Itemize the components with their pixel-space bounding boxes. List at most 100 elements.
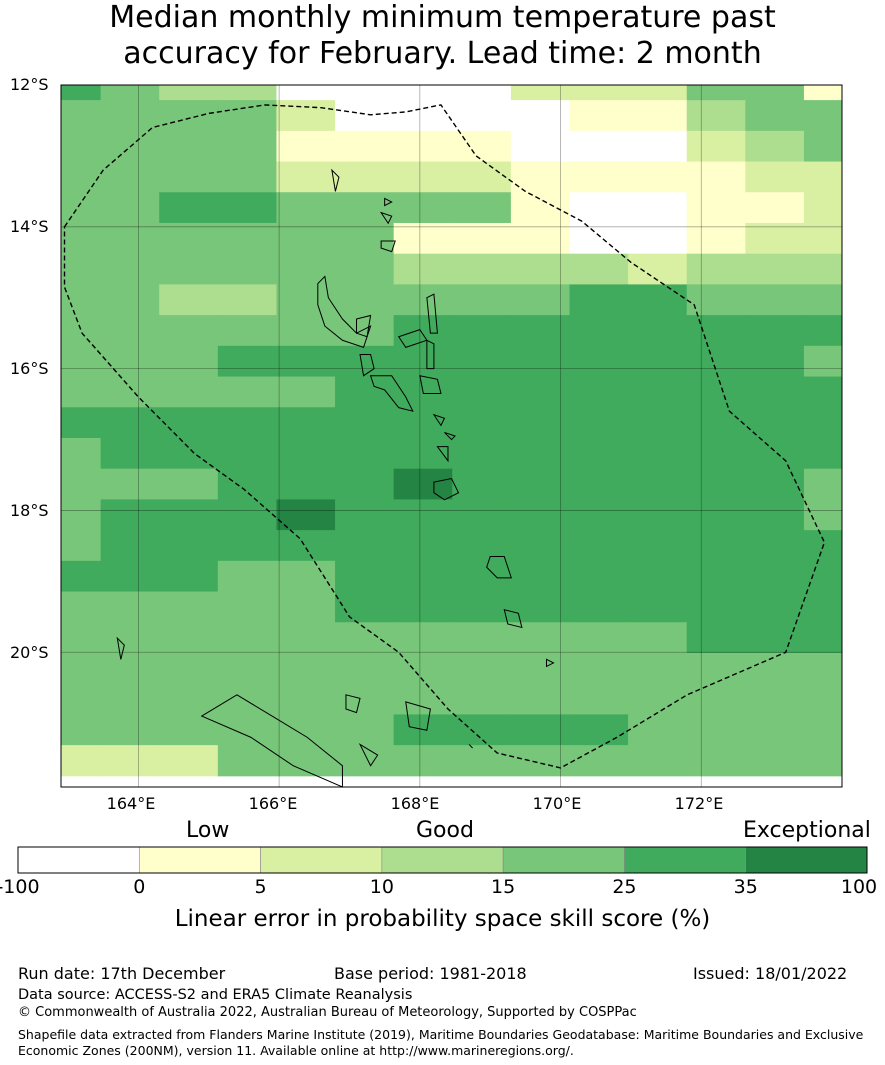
grid-cell	[745, 499, 805, 531]
grid-cell	[510, 161, 570, 193]
grid-cell	[745, 345, 805, 378]
grid-cell	[745, 530, 805, 562]
grid-cell	[628, 468, 688, 500]
grid-cell	[100, 591, 160, 623]
grid-cell	[159, 100, 219, 132]
grid-cell	[335, 100, 395, 132]
grid-cell	[686, 683, 746, 715]
grid-cell	[745, 376, 805, 408]
grid-cell	[61, 345, 102, 378]
grid-cell	[100, 652, 160, 685]
grid-cell	[628, 161, 688, 193]
colorbar-swatches	[17, 846, 868, 874]
grid-cell	[452, 714, 512, 746]
grid-cell	[745, 284, 805, 316]
grid-cell	[217, 407, 277, 439]
grid-cell	[510, 560, 570, 593]
grid-cell	[335, 714, 395, 746]
base-period: Base period: 1981-2018	[334, 964, 527, 983]
grid-cell	[569, 499, 629, 531]
grid-cell	[276, 284, 336, 316]
grid-cell	[452, 315, 512, 347]
grid-cell	[745, 192, 805, 224]
map-title-line-1: Median monthly minimum temperature past	[109, 0, 776, 35]
grid-cell	[510, 222, 570, 255]
grid-cell	[100, 499, 160, 531]
grid-cell	[217, 714, 277, 746]
grid-cell	[159, 376, 219, 408]
grid-cell	[686, 714, 746, 746]
grid-cell	[510, 499, 570, 531]
grid-cell	[217, 437, 277, 470]
colorbar-tick-label: 35	[733, 876, 758, 898]
grid-cell	[276, 315, 336, 347]
grid-cell	[452, 376, 512, 408]
grid-cell	[276, 130, 336, 163]
island-outline	[433, 477, 460, 501]
island-outline	[405, 701, 431, 731]
colorbar-tick-label: 5	[254, 876, 267, 898]
grid-cell	[686, 560, 746, 593]
grid-cell	[745, 100, 805, 132]
island-outline	[468, 744, 473, 749]
colorbar-swatch	[381, 846, 504, 874]
grid-cell	[159, 161, 219, 193]
grid-cell	[803, 407, 843, 439]
grid-cell	[803, 622, 843, 654]
grid-cell	[452, 745, 512, 777]
colorbar-title: Linear error in probability space skill …	[174, 906, 711, 932]
grid-cell	[100, 161, 160, 193]
grid-cell	[100, 622, 160, 654]
grid-cell	[803, 652, 843, 685]
grid-cell	[510, 683, 570, 715]
grid-cell	[510, 530, 570, 562]
grid-cell	[803, 222, 843, 255]
grid-cell	[510, 192, 570, 224]
grid-cell	[276, 100, 336, 132]
grid-cell	[510, 652, 570, 685]
grid-cell	[393, 85, 453, 101]
grid-cell	[100, 530, 160, 562]
grid-cell	[393, 222, 453, 255]
grid-cell	[393, 622, 453, 654]
grid-cell	[100, 683, 160, 715]
grid-cell	[569, 222, 629, 255]
grid-cell	[452, 437, 512, 470]
grid-cell	[61, 745, 102, 777]
grid-cell	[393, 652, 453, 685]
grid-cell	[61, 437, 102, 470]
grid-cell	[686, 130, 746, 163]
grid-cell	[335, 376, 395, 408]
grid-cell	[452, 284, 512, 316]
grid-cell	[217, 499, 277, 531]
grid-cell	[686, 407, 746, 439]
grid-cell	[686, 253, 746, 285]
grid-cell	[159, 499, 219, 531]
map-frame	[60, 84, 843, 788]
lon-label-170e: 170°E	[532, 794, 582, 813]
grid-cell	[276, 437, 336, 470]
grid-cell	[803, 714, 843, 746]
colorbar-tick-label: 10	[369, 876, 394, 898]
grid-cell	[276, 407, 336, 439]
grid-cell	[100, 222, 160, 255]
run-date: Run date: 17th December	[18, 964, 226, 983]
grid-cell	[569, 284, 629, 316]
grid-cell	[569, 468, 629, 500]
grid-cell	[61, 530, 102, 562]
grid-cell	[452, 652, 512, 685]
grid-cell	[61, 100, 102, 132]
grid-cell	[217, 530, 277, 562]
grid-cell	[686, 376, 746, 408]
grid-cell	[803, 468, 843, 500]
grid-cell	[159, 284, 219, 316]
grid-cell	[159, 192, 219, 224]
grid-cell	[452, 407, 512, 439]
grid-cell	[569, 652, 629, 685]
grid-cell	[61, 161, 102, 193]
island-outline	[486, 556, 512, 579]
grid-cell	[686, 284, 746, 316]
grid-cell	[335, 652, 395, 685]
grid-cell	[628, 100, 688, 132]
grid-cell	[745, 85, 805, 101]
